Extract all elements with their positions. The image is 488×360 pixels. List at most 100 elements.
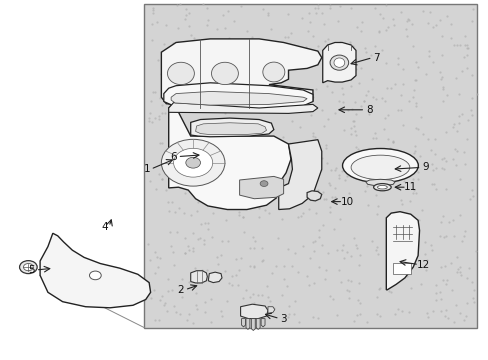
Point bbox=[322, 83, 330, 89]
Point bbox=[457, 239, 465, 244]
Point bbox=[446, 21, 454, 27]
Point bbox=[468, 95, 475, 100]
Point bbox=[264, 12, 272, 18]
Point bbox=[349, 235, 357, 240]
Point bbox=[438, 277, 446, 283]
Point bbox=[251, 238, 259, 244]
Text: 8: 8 bbox=[365, 105, 372, 115]
Point bbox=[313, 315, 321, 321]
Polygon shape bbox=[171, 91, 306, 105]
Point bbox=[390, 234, 398, 239]
Point bbox=[287, 263, 295, 269]
Point bbox=[182, 135, 189, 140]
Point bbox=[259, 257, 267, 263]
Point bbox=[213, 254, 221, 260]
Point bbox=[335, 39, 343, 45]
Point bbox=[366, 53, 374, 58]
Point bbox=[221, 268, 228, 274]
Point bbox=[181, 251, 188, 256]
Point bbox=[326, 204, 334, 210]
Point bbox=[409, 187, 417, 193]
Point bbox=[393, 247, 401, 253]
Point bbox=[208, 234, 216, 240]
Point bbox=[325, 2, 333, 8]
Point bbox=[295, 94, 303, 100]
Point bbox=[254, 153, 262, 158]
Point bbox=[441, 307, 449, 313]
Point bbox=[410, 148, 418, 153]
Point bbox=[381, 98, 388, 104]
Point bbox=[211, 159, 219, 165]
Point bbox=[178, 276, 185, 282]
Point bbox=[391, 233, 399, 238]
Point bbox=[145, 110, 153, 116]
Point bbox=[449, 121, 457, 127]
Point bbox=[151, 317, 159, 323]
Point bbox=[466, 196, 473, 202]
Point bbox=[227, 131, 235, 137]
Point bbox=[428, 308, 436, 314]
Point bbox=[203, 42, 210, 48]
Point bbox=[173, 65, 181, 71]
Point bbox=[318, 10, 325, 16]
Point bbox=[403, 17, 411, 22]
Point bbox=[182, 108, 190, 114]
Point bbox=[320, 123, 327, 129]
Point bbox=[451, 302, 459, 307]
Point bbox=[264, 50, 272, 56]
Point bbox=[156, 255, 163, 261]
Point bbox=[151, 270, 159, 276]
Point bbox=[404, 309, 412, 315]
Point bbox=[171, 162, 179, 168]
Point bbox=[184, 10, 192, 16]
Point bbox=[172, 85, 180, 91]
Point bbox=[409, 87, 417, 93]
Point bbox=[398, 81, 406, 87]
Point bbox=[297, 213, 305, 219]
Point bbox=[305, 183, 313, 189]
Polygon shape bbox=[251, 319, 255, 330]
Point bbox=[238, 132, 246, 138]
Point bbox=[166, 123, 174, 129]
Point bbox=[150, 287, 158, 293]
Point bbox=[405, 252, 413, 257]
Point bbox=[346, 83, 354, 89]
Polygon shape bbox=[365, 179, 394, 186]
Point bbox=[270, 57, 278, 62]
Point bbox=[278, 216, 285, 222]
Point bbox=[345, 41, 353, 47]
Point bbox=[405, 223, 412, 229]
Point bbox=[467, 187, 475, 193]
Point bbox=[147, 119, 155, 125]
Point bbox=[442, 13, 450, 19]
Point bbox=[306, 112, 314, 118]
Point bbox=[447, 156, 455, 162]
Point bbox=[293, 214, 301, 220]
Point bbox=[318, 222, 326, 228]
Point bbox=[337, 168, 345, 174]
Point bbox=[324, 36, 331, 42]
Point bbox=[278, 59, 285, 65]
Point bbox=[282, 284, 290, 289]
Point bbox=[438, 213, 446, 219]
Point bbox=[435, 17, 443, 22]
Point bbox=[184, 85, 192, 91]
Point bbox=[314, 5, 322, 10]
Point bbox=[298, 15, 305, 21]
Point bbox=[338, 242, 346, 248]
Point bbox=[410, 143, 418, 149]
Point bbox=[179, 102, 187, 107]
Point bbox=[257, 245, 265, 251]
Point bbox=[363, 319, 370, 325]
Point bbox=[388, 138, 396, 144]
Point bbox=[440, 313, 447, 319]
Point bbox=[436, 264, 444, 270]
Point bbox=[234, 139, 242, 145]
Point bbox=[392, 162, 400, 168]
Point bbox=[199, 147, 206, 152]
Point bbox=[427, 247, 435, 253]
Point bbox=[436, 69, 444, 75]
Point bbox=[242, 55, 249, 61]
Point bbox=[203, 267, 210, 273]
Point bbox=[416, 114, 424, 120]
